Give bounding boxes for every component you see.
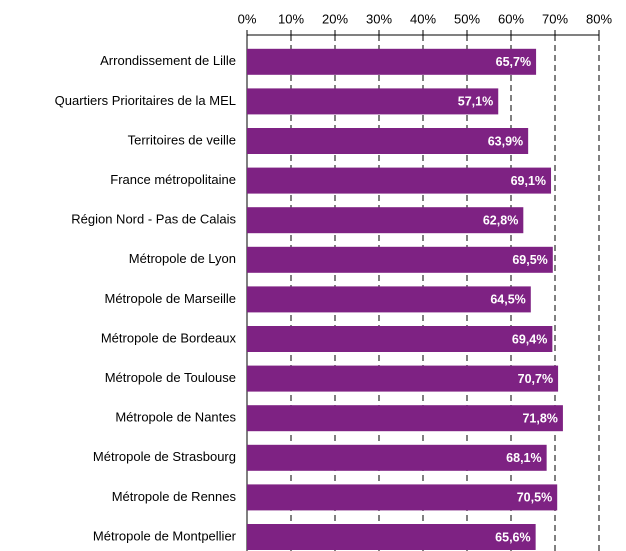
bar xyxy=(247,444,547,471)
bar xyxy=(247,128,529,154)
y-tick-label: Métropole de Bordeaux xyxy=(101,330,237,345)
x-tick-label: 0% xyxy=(238,11,257,26)
x-tick-label: 80% xyxy=(586,11,612,26)
value-label: 68,1% xyxy=(506,451,541,465)
x-tick-label: 10% xyxy=(278,11,304,26)
value-label: 57,1% xyxy=(458,95,493,109)
bar xyxy=(247,365,559,392)
y-tick-label: Métropole de Lyon xyxy=(129,251,236,266)
value-label: 69,4% xyxy=(512,332,547,346)
value-label: 62,8% xyxy=(483,213,518,227)
bar xyxy=(247,88,499,115)
x-tick-label: 30% xyxy=(366,11,392,26)
x-tick-label: 50% xyxy=(454,11,480,26)
x-tick-label: 40% xyxy=(410,11,436,26)
bar xyxy=(247,524,536,550)
x-tick-label: 60% xyxy=(498,11,524,26)
x-tick-label: 20% xyxy=(322,11,348,26)
y-tick-label: Arrondissement de Lille xyxy=(100,53,236,68)
y-tick-label: Métropole de Marseille xyxy=(104,291,236,306)
bar xyxy=(247,484,558,511)
value-label: 70,5% xyxy=(517,491,552,505)
bar xyxy=(247,207,524,234)
value-label: 70,7% xyxy=(518,372,553,386)
bar xyxy=(247,167,552,194)
value-label: 69,5% xyxy=(512,253,547,267)
y-tick-label: Métropole de Toulouse xyxy=(105,370,236,385)
y-tick-label: Métropole de Rennes xyxy=(112,489,237,504)
y-tick-label: Région Nord - Pas de Calais xyxy=(71,212,236,227)
value-label: 64,5% xyxy=(490,293,525,307)
y-tick-label: France métropolitaine xyxy=(110,172,236,187)
y-tick-label: Territoires de veille xyxy=(128,132,236,147)
y-tick-label: Métropole de Strasbourg xyxy=(93,449,236,464)
bar xyxy=(247,326,553,352)
value-label: 65,7% xyxy=(496,55,531,69)
x-tick-label: 70% xyxy=(542,11,568,26)
value-label: 71,8% xyxy=(522,411,557,425)
bar xyxy=(247,48,537,75)
value-label: 63,9% xyxy=(488,134,523,148)
bar xyxy=(247,286,531,313)
y-tick-label: Métropole de Montpellier xyxy=(93,528,237,543)
bar xyxy=(247,246,553,273)
y-tick-label: Métropole de Nantes xyxy=(115,410,236,425)
value-label: 65,6% xyxy=(495,530,530,544)
value-label: 69,1% xyxy=(511,174,546,188)
y-tick-label: Quartiers Prioritaires de la MEL xyxy=(55,93,236,108)
bar xyxy=(247,405,563,432)
